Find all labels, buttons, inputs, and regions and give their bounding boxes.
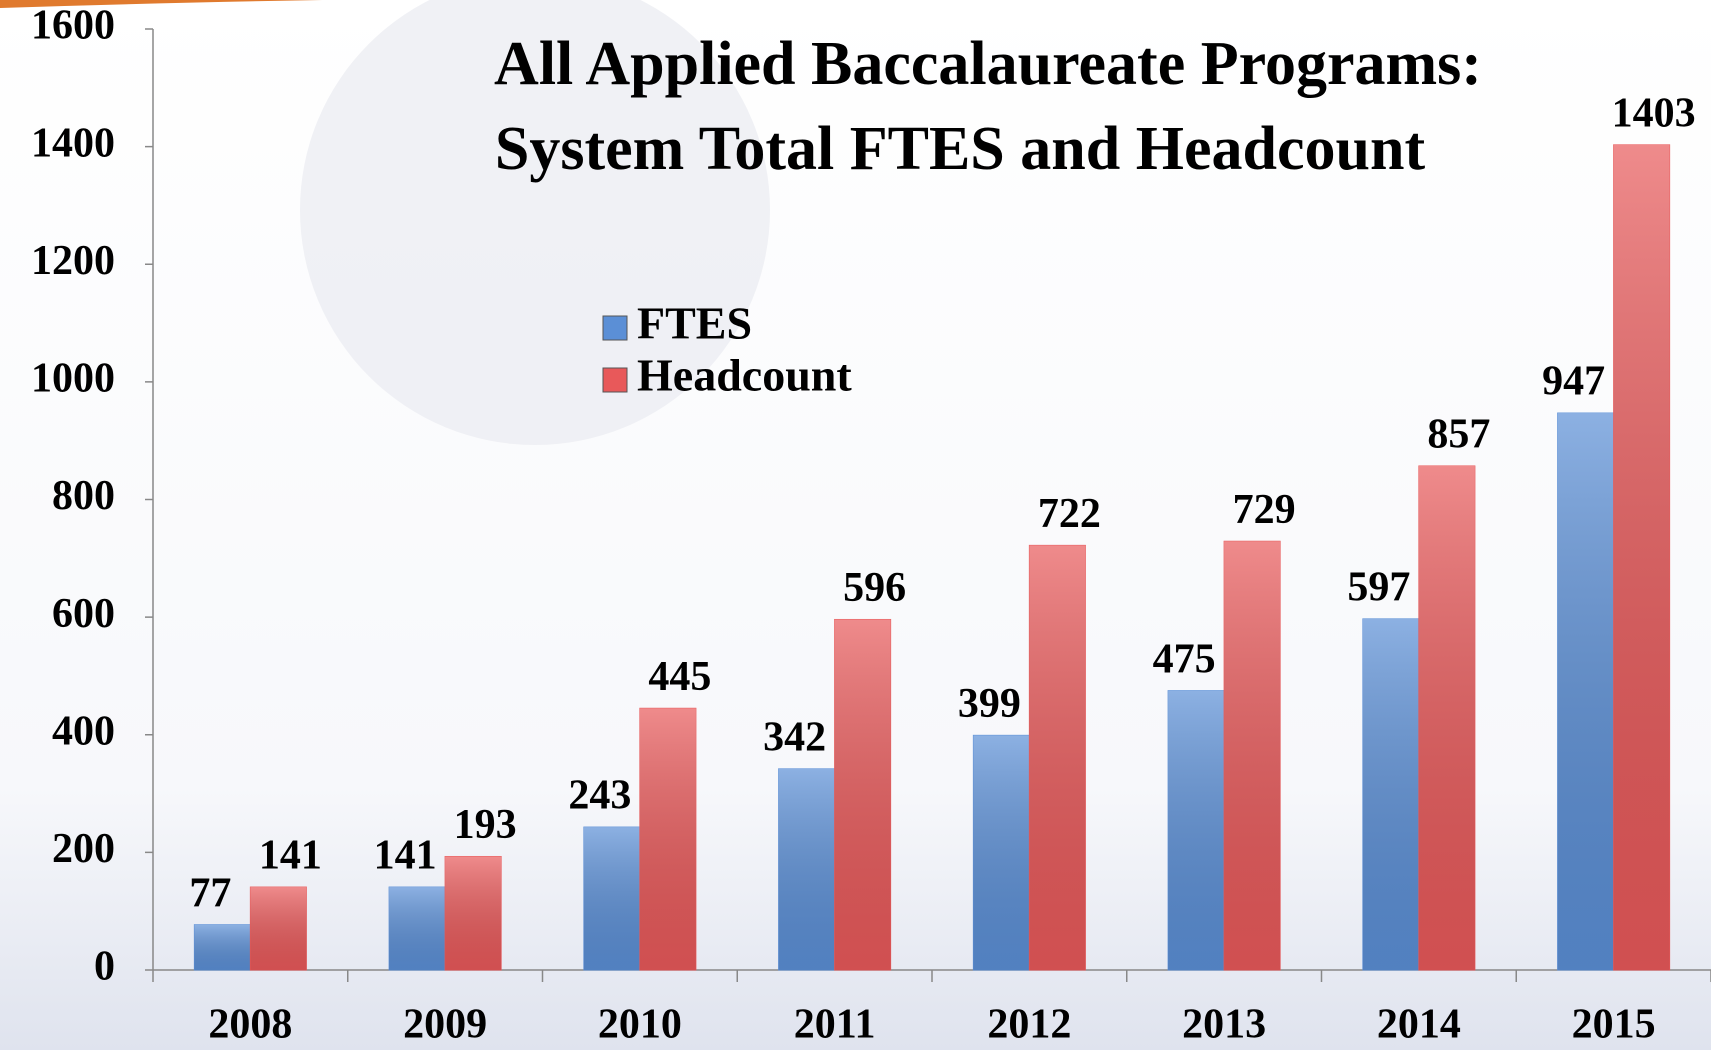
data-label: 597 [1347, 565, 1410, 611]
chart-title: All Applied Baccalaureate Programs: [494, 30, 1482, 98]
x-tick-label: 2015 [1572, 1002, 1656, 1048]
data-label: 722 [1038, 491, 1101, 537]
data-label: 947 [1542, 359, 1605, 405]
bar [389, 887, 445, 970]
data-label: 445 [648, 654, 711, 700]
x-tick-label: 2010 [598, 1002, 682, 1048]
bar [835, 619, 891, 970]
bar [779, 769, 835, 970]
page: All Applied Baccalaureate Programs: Syst… [0, 0, 1711, 1050]
data-label: 193 [454, 802, 517, 848]
bar [194, 925, 250, 970]
bar [1224, 541, 1280, 970]
bar [1168, 691, 1224, 970]
bar [1614, 145, 1670, 970]
bar [1419, 466, 1475, 970]
chart: All Applied Baccalaureate Programs: Syst… [0, 0, 1711, 1050]
bar [973, 735, 1029, 970]
bar [250, 887, 306, 970]
x-tick-label: 2012 [987, 1002, 1071, 1048]
bar [1029, 545, 1085, 970]
x-tick-label: 2009 [403, 1002, 487, 1048]
bar [640, 708, 696, 970]
data-label: 243 [568, 773, 631, 819]
x-tick-label: 2008 [208, 1002, 292, 1048]
y-tick-label: 600 [52, 591, 115, 637]
data-label: 857 [1427, 412, 1490, 458]
data-label: 1403 [1612, 91, 1696, 137]
legend-swatch [603, 316, 627, 340]
data-label: 77 [189, 870, 231, 916]
y-tick-label: 1600 [31, 3, 115, 49]
x-tick-label: 2013 [1182, 1002, 1266, 1048]
bar [1558, 413, 1614, 970]
data-label: 141 [259, 833, 322, 879]
data-label: 399 [958, 681, 1021, 727]
data-label: 596 [843, 565, 906, 611]
y-tick-label: 400 [52, 708, 115, 754]
y-tick-label: 1400 [31, 120, 115, 166]
y-tick-label: 800 [52, 473, 115, 519]
y-tick-label: 0 [94, 944, 115, 990]
bar [584, 827, 640, 970]
bar [1363, 619, 1419, 970]
data-label: 141 [374, 833, 437, 879]
legend-swatch [603, 368, 627, 392]
y-tick-label: 200 [52, 826, 115, 872]
data-label: 342 [763, 715, 826, 761]
data-label: 729 [1233, 487, 1296, 533]
y-tick-label: 1200 [31, 238, 115, 284]
chart-title: System Total FTES and Headcount [495, 115, 1426, 183]
legend-label: Headcount [637, 350, 852, 401]
y-tick-label: 1000 [31, 356, 115, 402]
data-label: 475 [1153, 636, 1216, 682]
legend-label: FTES [637, 298, 752, 349]
x-tick-label: 2014 [1377, 1002, 1461, 1048]
bar [445, 856, 501, 970]
x-tick-label: 2011 [794, 1002, 876, 1048]
